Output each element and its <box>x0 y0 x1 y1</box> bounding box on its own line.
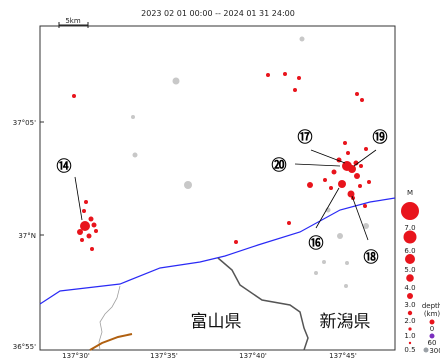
magnitude-label-5: 5.0 <box>404 266 415 274</box>
red-event <box>343 141 347 145</box>
callout-17: ⑰ <box>297 128 312 146</box>
magnitude-legend: M 7.0 6.0 5.0 4.0 3.0 2.0 1.0 0.5 <box>401 189 419 354</box>
gray-event <box>184 181 192 189</box>
callout-16: ⑯ <box>308 234 323 252</box>
red-event <box>77 229 83 235</box>
red-event <box>297 76 301 80</box>
lon-label-137-35: 137°35' <box>150 352 178 360</box>
map-frame <box>40 26 395 350</box>
red-event <box>94 229 98 233</box>
red-event <box>348 165 356 173</box>
red-event <box>90 247 94 251</box>
depth-legend-title: depth <box>422 302 440 310</box>
red-event <box>355 92 359 96</box>
gray-event <box>131 115 135 119</box>
magnitude-label-7: 7.0 <box>404 224 415 232</box>
gray-event <box>337 233 343 239</box>
red-event <box>358 184 362 188</box>
prefecture-label-toyama: 富山県 <box>191 312 242 332</box>
legend-marker-m2 <box>408 311 412 315</box>
red-event <box>354 173 360 179</box>
legend-marker-m6 <box>404 231 417 244</box>
red-event <box>84 200 88 204</box>
red-event <box>287 221 291 225</box>
red-event <box>283 72 287 76</box>
callout-14: ⑭ <box>56 157 71 175</box>
lon-label-137-45: 137°45' <box>329 352 357 360</box>
red-event <box>92 223 97 228</box>
gray-event <box>344 284 348 288</box>
red-event <box>348 191 355 198</box>
lon-label-137-30: 137°30' <box>62 352 90 360</box>
magnitude-label-3: 3.0 <box>404 301 415 309</box>
callout-20: ⑳ <box>271 156 286 174</box>
gray-event <box>345 261 349 265</box>
red-event <box>72 94 76 98</box>
depth-legend: depth (km) 0 60 300 <box>422 302 440 355</box>
red-event <box>234 240 238 244</box>
prefecture-label-niigata: 新潟県 <box>320 312 371 332</box>
gray-event <box>314 271 318 275</box>
red-event <box>346 151 350 155</box>
red-event <box>367 180 371 184</box>
red-event <box>307 182 313 188</box>
magnitude-label-2: 2.0 <box>404 317 415 325</box>
red-event <box>329 186 333 190</box>
callout-19: ⑲ <box>372 128 387 146</box>
red-event <box>364 147 368 151</box>
depth-label-0: 0 <box>430 325 434 333</box>
callout-18: ⑱ <box>363 248 378 266</box>
magnitude-label-4: 4.0 <box>404 284 415 292</box>
magnitude-label-6: 6.0 <box>404 247 415 255</box>
gray-event <box>173 78 180 85</box>
legend-marker-m5 <box>405 254 415 264</box>
red-event <box>338 180 346 188</box>
legend-marker-m1 <box>408 327 411 330</box>
depth-legend-unit: (km) <box>424 310 440 318</box>
legend-marker-m3 <box>407 293 413 299</box>
red-event <box>82 209 86 213</box>
red-event <box>293 88 297 92</box>
red-event <box>89 217 94 222</box>
red-event <box>266 73 270 77</box>
lat-label-36-55: 36°55' <box>13 343 36 351</box>
red-event <box>332 170 337 175</box>
gray-event <box>300 37 305 42</box>
lon-label-137-40: 137°40' <box>239 352 267 360</box>
red-event <box>323 178 327 182</box>
depth-marker-deep <box>424 348 429 353</box>
legend-marker-m7 <box>401 202 419 220</box>
red-event <box>359 164 363 168</box>
red-event <box>80 238 84 242</box>
magnitude-label-1: 1.0 <box>404 332 415 340</box>
depth-label-300: 300 <box>429 347 440 355</box>
magnitude-label-05: 0.5 <box>404 346 415 354</box>
depth-marker-shallow <box>430 320 435 325</box>
red-event <box>360 98 364 102</box>
lat-label-37-00: 37°N <box>18 232 36 240</box>
gray-event <box>133 153 138 158</box>
legend-marker-m05 <box>409 342 411 344</box>
magnitude-legend-title: M <box>407 189 413 197</box>
red-event <box>363 204 367 208</box>
red-event <box>87 234 92 239</box>
gray-event <box>322 260 326 264</box>
legend-marker-m4 <box>406 274 414 282</box>
depth-label-60: 60 <box>428 339 437 347</box>
scale-bar-label: 5km <box>65 17 81 25</box>
lat-label-37-05: 37°05' <box>13 119 36 127</box>
depth-marker-mid <box>430 334 435 339</box>
period-label: 2023 02 01 00:00 -- 2024 01 31 24:00 <box>141 9 295 18</box>
